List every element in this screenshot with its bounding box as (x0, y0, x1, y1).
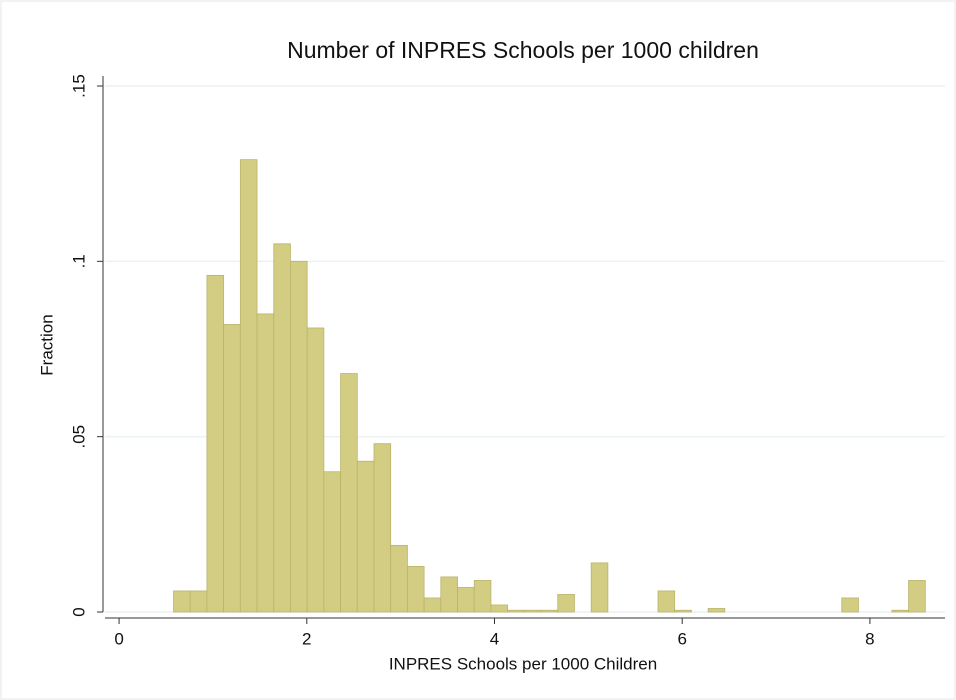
bar (891, 609, 909, 613)
bar (540, 609, 559, 613)
y-tick-label: .05 (69, 425, 88, 449)
x-tick-label: 6 (677, 629, 686, 648)
x-tick-label: 8 (865, 629, 874, 648)
bar (490, 604, 509, 613)
bar (356, 460, 375, 613)
bar (473, 580, 492, 613)
bar (173, 590, 191, 613)
bar (306, 327, 325, 613)
bar (340, 373, 358, 613)
bar (557, 594, 575, 613)
y-tick-label: .15 (69, 74, 88, 98)
x-tick-label: 0 (114, 629, 123, 648)
chart-title: Number of INPRES Schools per 1000 childr… (287, 37, 759, 63)
bar (457, 587, 475, 613)
bar (707, 608, 726, 613)
y-tick-label: .1 (69, 254, 88, 268)
bar (657, 590, 676, 613)
x-tick-label: 2 (302, 629, 311, 648)
bar (206, 274, 225, 613)
bar (440, 576, 458, 613)
bar (841, 597, 859, 613)
bar (908, 580, 926, 613)
bar (189, 590, 208, 613)
bar (507, 609, 525, 613)
bar (523, 609, 542, 613)
bar (590, 562, 609, 613)
bar (239, 159, 258, 613)
y-tick-label: 0 (69, 607, 88, 616)
bar (406, 566, 425, 613)
x-tick-label: 4 (490, 629, 499, 648)
bar (323, 471, 341, 613)
bar (423, 597, 442, 613)
bar (390, 544, 408, 613)
y-axis-label: Fraction (37, 314, 56, 375)
bar (674, 609, 692, 613)
bar (273, 243, 291, 613)
bar (256, 313, 275, 613)
x-axis-label: INPRES Schools per 1000 Children (389, 654, 657, 673)
bar (373, 443, 392, 613)
bar (290, 260, 308, 613)
bar (223, 324, 241, 613)
